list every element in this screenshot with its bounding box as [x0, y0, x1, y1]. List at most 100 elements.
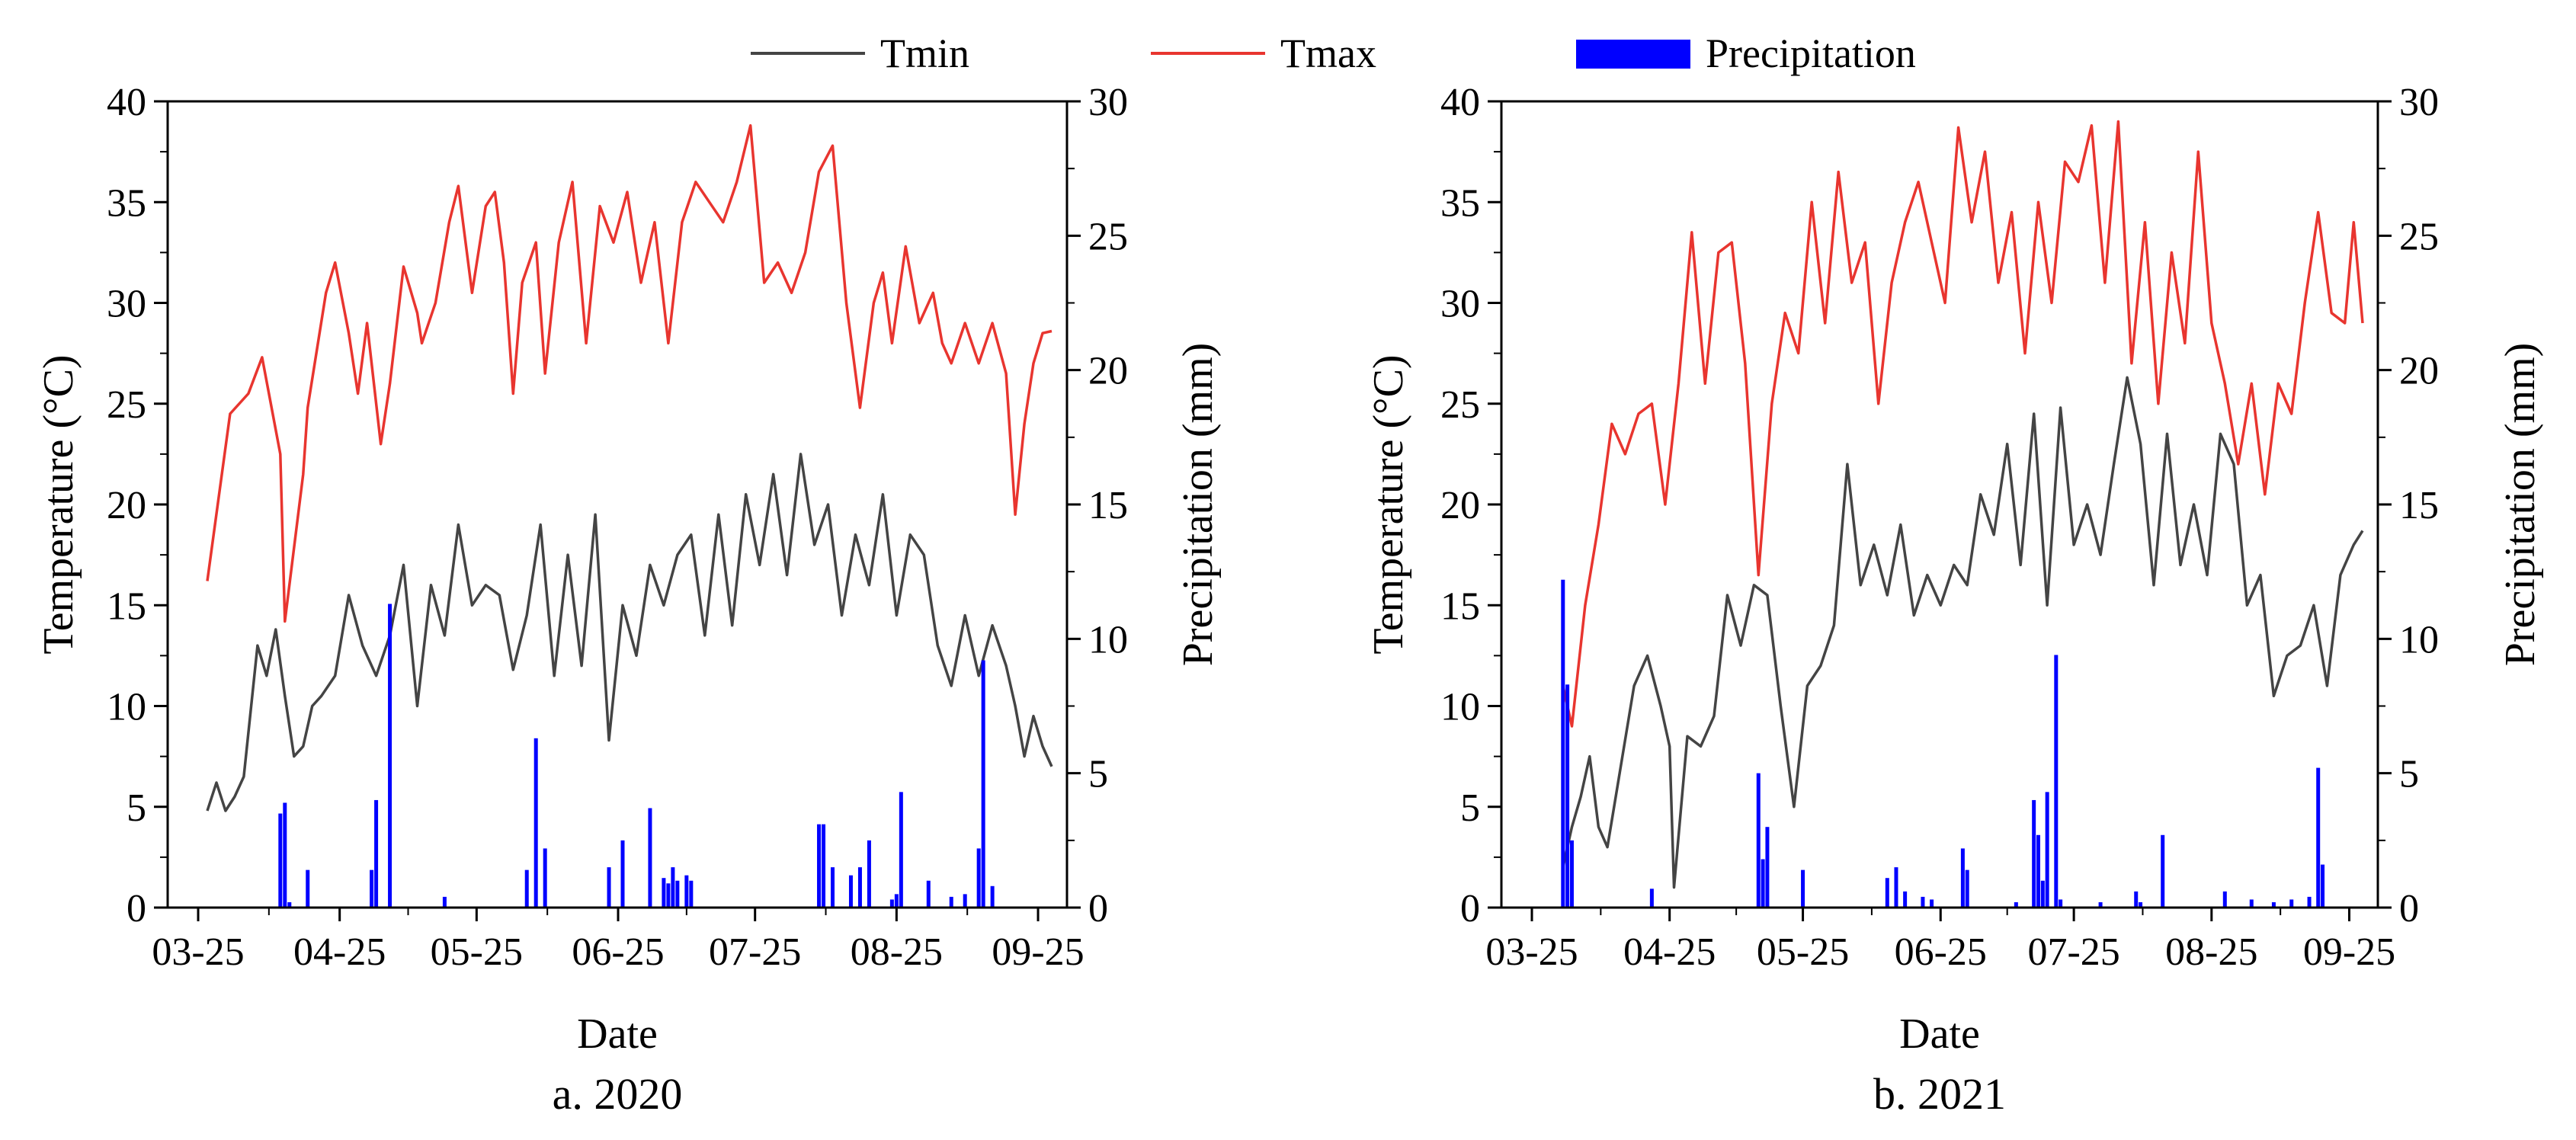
precip-bar	[990, 885, 995, 908]
precip-bar	[831, 867, 835, 908]
precip-bar	[620, 840, 625, 908]
x-tick-label: 03-25	[1485, 930, 1578, 974]
precip-bar	[2289, 899, 2294, 908]
x-tick-label: 03-25	[152, 930, 244, 974]
y-axis-label: Temperature (°C)	[1365, 354, 1412, 654]
precip-bar	[1903, 891, 1908, 908]
y2-tick-label: 20	[1088, 350, 1128, 393]
precip-bar	[1930, 899, 1934, 908]
y-tick-label: 5	[127, 786, 146, 830]
precip-bar	[666, 883, 671, 908]
legend-precip-label: Precipitation	[1706, 30, 1916, 76]
precip-bar	[2222, 891, 2227, 908]
precip-bar	[374, 799, 379, 908]
precip-bar	[976, 848, 981, 908]
precip-bar	[1801, 869, 1805, 908]
y2-tick-label: 20	[2399, 350, 2439, 393]
panel-2020: 0 5 10 15 20 25 30 35 40 0 5 10 15 20 25 30 03-25 04-25…	[35, 81, 1222, 1119]
y-tick-label: 30	[1440, 283, 1480, 326]
y2-tick-label: 15	[1088, 484, 1128, 527]
precip-bar	[2139, 901, 2143, 908]
x-tick-label: 09-25	[992, 930, 1084, 974]
y2-tick-label: 30	[2399, 81, 2439, 124]
y-tick-label: 0	[1460, 887, 1480, 930]
precip-bar	[822, 824, 826, 908]
x-axis-date: 03-25 04-25 05-25 06-25 07-25 08-25 09-25	[152, 908, 1085, 974]
precip-bar	[857, 867, 862, 908]
plot-frame	[1500, 100, 2379, 909]
precip-bar	[533, 738, 538, 908]
precip-bar	[1960, 848, 1965, 908]
tmin-line	[1562, 376, 2364, 889]
y2-tick-label: 0	[2399, 887, 2419, 930]
precip-bar	[675, 880, 680, 908]
precip-bar	[662, 878, 666, 908]
precip-bar	[2059, 899, 2063, 908]
precip-bar	[2321, 864, 2325, 908]
x-tick-label: 06-25	[572, 930, 664, 974]
y-axis-precipitation: 0 5 10 15 20 25 30	[1067, 81, 1128, 930]
precip-bar	[524, 869, 529, 908]
y2-tick-label: 0	[1088, 887, 1108, 930]
x-axis-date: 03-25 04-25 05-25 06-25 07-25 08-25 09-25	[1485, 908, 2395, 974]
y2-axis-label: Precipitation (mm)	[2497, 343, 2544, 667]
precip-bar	[370, 869, 374, 908]
precip-bar	[949, 896, 953, 908]
precip-bar	[278, 813, 283, 908]
precip-bar	[2161, 834, 2165, 908]
plot-area	[206, 123, 1053, 908]
precip-bar	[689, 880, 694, 908]
precip-bar	[1765, 827, 1770, 908]
precip-bar	[2014, 901, 2018, 908]
y2-tick-label: 10	[2399, 618, 2439, 661]
y-tick-label: 40	[1440, 81, 1480, 124]
precip-bar	[1921, 896, 1925, 908]
plot-area	[1561, 120, 2364, 908]
x-tick-label: 06-25	[1895, 930, 1987, 974]
y-axis-precipitation: 0 5 10 15 20 25 30	[2378, 81, 2439, 930]
precip-bar	[2098, 901, 2103, 908]
x-tick-label: 07-25	[2027, 930, 2119, 974]
precip-bar	[1761, 859, 1765, 908]
precip-bar	[648, 808, 652, 908]
precip-bar	[889, 899, 894, 908]
y-axis-temperature: 0 5 10 15 20 25 30 35 40	[1440, 81, 1501, 930]
precip-bar	[2271, 901, 2276, 908]
precip-bar	[867, 840, 871, 908]
y2-tick-label: 15	[2399, 484, 2439, 527]
y-tick-label: 35	[107, 181, 146, 225]
y-tick-label: 30	[107, 283, 146, 326]
legend: Tmin Tmax Precipitation	[751, 30, 1916, 76]
tmax-line	[206, 123, 1053, 623]
y2-tick-label: 25	[1088, 215, 1128, 258]
precip-bar	[1569, 840, 1574, 908]
panel-caption: a. 2020	[553, 1069, 683, 1119]
precip-bar	[388, 604, 392, 908]
precip-bar	[2032, 799, 2036, 908]
y-tick-label: 25	[107, 383, 146, 427]
precip-bar	[283, 802, 287, 908]
y-tick-label: 5	[1460, 786, 1480, 830]
panel-2021: 0 5 10 15 20 25 30 35 40 0 5 10 15 20 25 30 03-25 04-25…	[1365, 81, 2544, 1119]
precip-bar	[1565, 684, 1570, 908]
y2-tick-label: 5	[2399, 753, 2419, 796]
y-axis-label: Temperature (°C)	[35, 354, 82, 654]
y-tick-label: 35	[1440, 181, 1480, 225]
precip-bar	[1965, 869, 1969, 908]
y-axis-temperature: 0 5 10 15 20 25 30 35 40	[107, 81, 168, 930]
precip-bar	[2134, 891, 2139, 908]
y-tick-label: 15	[1440, 584, 1480, 628]
y2-axis-label: Precipitation (mm)	[1174, 343, 1222, 667]
precip-bar	[287, 901, 292, 908]
precip-bar	[442, 896, 447, 908]
precip-bar	[2307, 896, 2312, 908]
tmin-line	[206, 453, 1053, 812]
precip-bar	[2036, 834, 2040, 908]
legend-precip-swatch	[1576, 40, 1690, 69]
precip-bar	[2316, 767, 2321, 908]
precip-bar	[926, 880, 931, 908]
y2-tick-label: 30	[1088, 81, 1128, 124]
tmax-line	[1562, 120, 2364, 728]
precip-bar	[684, 875, 689, 908]
